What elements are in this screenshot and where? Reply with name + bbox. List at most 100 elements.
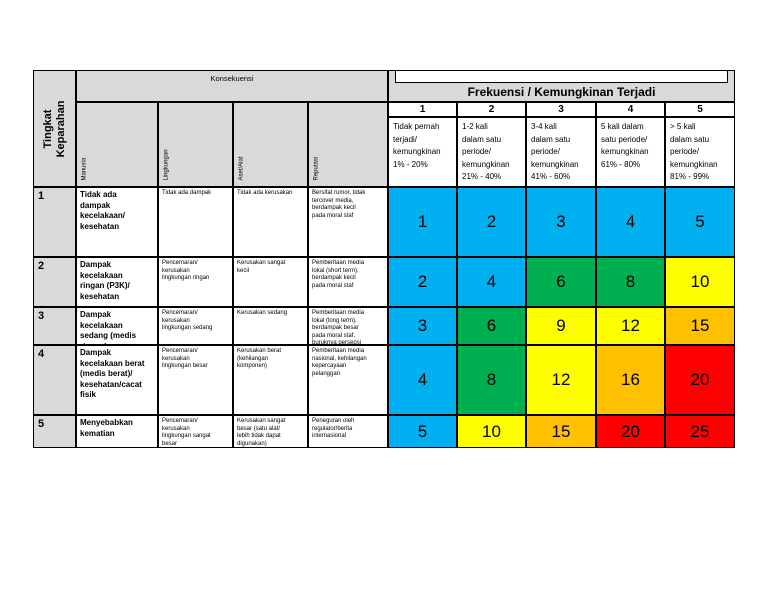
severity-environment-impact: Pencemaran/ kerusakan lingkungan sedang — [158, 307, 233, 345]
consequence-column-label: Manusia — [81, 157, 88, 180]
severity-asset-impact: Kerusakan sangat besar (satu alat/ lebih… — [233, 415, 308, 448]
severity-number-text: 1 — [38, 190, 45, 202]
severity-human-impact: Dampak kecelakaan berat (medis berat)/ k… — [76, 345, 158, 415]
asset-impact-text: Kerusakan berat (kehilangan komponen) — [237, 348, 282, 369]
consequence-column-label: Reputasi — [313, 156, 320, 180]
severity-human-impact: Menyebabkan kematian — [76, 415, 158, 448]
severity-reputation-impact: Pemberitaan media lokal (short term), be… — [308, 257, 388, 307]
severity-asset-impact: Kerusakan berat (kehilangan komponen) — [233, 345, 308, 415]
risk-score-cell: 9 — [526, 307, 596, 345]
severity-level-number: 4 — [33, 345, 76, 415]
frequency-level-description: 1-2 kali dalam satu periode/ kemungkinan… — [457, 117, 526, 187]
reputation-impact-text: Bersifat rumor, tidak tercover media, be… — [312, 190, 366, 219]
risk-score-cell: 4 — [388, 345, 457, 415]
risk-score-cell: 15 — [526, 415, 596, 448]
risk-score-cell: 16 — [596, 345, 665, 415]
consequence-header: Konsekuensi — [76, 70, 388, 102]
risk-score-cell: 5 — [665, 187, 735, 257]
frequency-level-number: 4 — [596, 102, 665, 117]
environment-impact-text: Pencemaran/ kerusakan lingkungan sangat … — [162, 418, 211, 447]
severity-human-impact: Dampak kecelakaan ringan (P3K)/ kesehata… — [76, 257, 158, 307]
frequency-description-text: 3-4 kali dalam satu periode/ kemungkinan… — [531, 122, 579, 181]
frequency-level-description: > 5 kali dalam satu periode/ kemungkinan… — [665, 117, 735, 187]
severity-reputation-impact: Peneguran oleh regulator/berita internas… — [308, 415, 388, 448]
severity-level-number: 2 — [33, 257, 76, 307]
risk-score-cell: 12 — [596, 307, 665, 345]
reputation-impact-text: Peneguran oleh regulator/berita internas… — [312, 418, 355, 439]
reputation-impact-text: Pemberitaan media lokal (short term), be… — [312, 260, 365, 289]
risk-score-cell: 3 — [526, 187, 596, 257]
environment-impact-text: Pencemaran/ kerusakan lingkungan besar — [162, 348, 208, 369]
human-impact-text: Menyebabkan kematian — [80, 418, 133, 438]
frequency-description-text: Tidak pernah terjadi/ kemungkinan 1% - 2… — [393, 122, 441, 169]
severity-level-number: 1 — [33, 187, 76, 257]
consequence-header-label: Konsekuensi — [210, 74, 254, 83]
risk-score-cell: 10 — [457, 415, 526, 448]
risk-score-cell: 2 — [457, 187, 526, 257]
risk-score-cell: 2 — [388, 257, 457, 307]
reputation-impact-text: Pemberitaan media lokal (long term), ber… — [312, 310, 365, 345]
risk-matrix-table: Tingkat Keparahan Konsekuensi Frekuensi … — [33, 70, 735, 448]
human-impact-text: Dampak kecelakaan berat (medis berat)/ k… — [80, 348, 145, 399]
asset-impact-text: Kerusakan sangat besar (satu alat/ lebih… — [237, 418, 286, 447]
environment-impact-text: Tidak ada dampak — [162, 190, 212, 196]
risk-score-cell: 10 — [665, 257, 735, 307]
severity-human-impact: Tidak ada dampak kecelakaan/ kesehatan — [76, 187, 158, 257]
severity-reputation-impact: Pemberitaan media nasional, kehilangan k… — [308, 345, 388, 415]
consequence-column-header: Manusia — [76, 102, 158, 187]
severity-level-number: 5 — [33, 415, 76, 448]
risk-score-cell: 25 — [665, 415, 735, 448]
frequency-header-strip — [395, 71, 728, 83]
risk-score-cell: 8 — [596, 257, 665, 307]
frequency-description-text: 1-2 kali dalam satu periode/ kemungkinan… — [462, 122, 510, 181]
severity-environment-impact: Pencemaran/ kerusakan lingkungan besar — [158, 345, 233, 415]
risk-score-cell: 3 — [388, 307, 457, 345]
frequency-level-number: 2 — [457, 102, 526, 117]
severity-number-text: 5 — [38, 418, 45, 430]
asset-impact-text: Tidak ada kerusakan — [237, 190, 293, 196]
severity-number-text: 2 — [38, 260, 45, 272]
frequency-level-number: 1 — [388, 102, 457, 117]
consequence-column-header: Lingkungan — [158, 102, 233, 187]
frequency-level-description: Tidak pernah terjadi/ kemungkinan 1% - 2… — [388, 117, 457, 187]
risk-score-cell: 12 — [526, 345, 596, 415]
severity-environment-impact: Tidak ada dampak — [158, 187, 233, 257]
asset-impact-text: Kerusakan sangat kecil — [237, 260, 286, 274]
severity-level-number: 3 — [33, 307, 76, 345]
consequence-column-label: Lingkungan — [163, 148, 170, 180]
frequency-header: Frekuensi / Kemungkinan Terjadi — [388, 70, 735, 102]
risk-score-cell: 4 — [457, 257, 526, 307]
risk-score-cell: 1 — [388, 187, 457, 257]
severity-asset-impact: Tidak ada kerusakan — [233, 187, 308, 257]
severity-asset-impact: Kerusakan sangat kecil — [233, 257, 308, 307]
human-impact-text: Dampak kecelakaan ringan (P3K)/ kesehata… — [80, 260, 130, 301]
severity-environment-impact: Pencemaran/ kerusakan lingkungan sangat … — [158, 415, 233, 448]
severity-environment-impact: Pencemaran/ kerusakan lingkungan ringan — [158, 257, 233, 307]
human-impact-text: Tidak ada dampak kecelakaan/ kesehatan — [80, 190, 125, 231]
risk-score-cell: 6 — [457, 307, 526, 345]
frequency-header-label: Frekuensi / Kemungkinan Terjadi — [467, 85, 656, 99]
frequency-description-text: 5 kali dalam satu periode/ kemungkinan 6… — [601, 122, 649, 169]
severity-number-text: 4 — [38, 348, 45, 360]
consequence-column-header: Reputasi — [308, 102, 388, 187]
severity-human-impact: Dampak kecelakaan sedang (medis ringan) … — [76, 307, 158, 345]
risk-score-cell: 5 — [388, 415, 457, 448]
severity-header: Tingkat Keparahan — [33, 70, 76, 187]
severity-reputation-impact: Bersifat rumor, tidak tercover media, be… — [308, 187, 388, 257]
severity-number-text: 3 — [38, 310, 45, 322]
risk-score-cell: 20 — [665, 345, 735, 415]
risk-score-cell: 8 — [457, 345, 526, 415]
risk-score-cell: 15 — [665, 307, 735, 345]
environment-impact-text: Pencemaran/ kerusakan lingkungan sedang — [162, 310, 213, 331]
asset-impact-text: Kerusakan sedang — [237, 310, 288, 316]
environment-impact-text: Pencemaran/ kerusakan lingkungan ringan — [162, 260, 210, 281]
risk-score-cell: 4 — [596, 187, 665, 257]
reputation-impact-text: Pemberitaan media nasional, kehilangan k… — [312, 348, 367, 377]
frequency-description-text: > 5 kali dalam satu periode/ kemungkinan… — [670, 122, 718, 181]
risk-score-cell: 20 — [596, 415, 665, 448]
human-impact-text: Dampak kecelakaan sedang (medis ringan) … — [80, 310, 137, 344]
frequency-level-number: 3 — [526, 102, 596, 117]
severity-reputation-impact: Pemberitaan media lokal (long term), ber… — [308, 307, 388, 345]
risk-score-cell: 6 — [526, 257, 596, 307]
consequence-column-label: Aset/Alat — [238, 155, 245, 180]
